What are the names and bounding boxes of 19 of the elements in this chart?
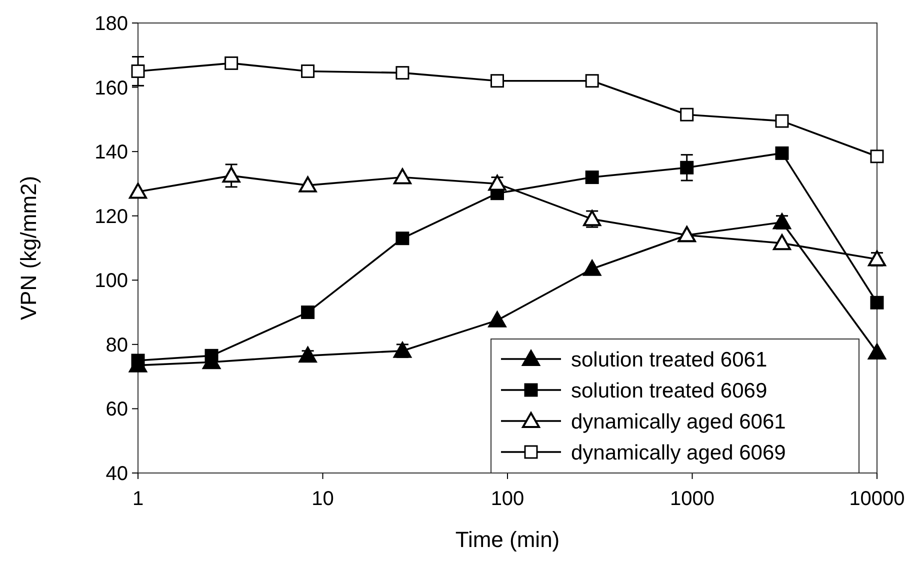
y-axis-title: VPN (kg/mm2) bbox=[16, 176, 41, 320]
y-tick-label: 180 bbox=[94, 13, 128, 35]
y-tick-label: 160 bbox=[94, 77, 128, 100]
legend-label: solution treated 6061 bbox=[571, 348, 768, 372]
x-tick-label: 10 bbox=[312, 488, 334, 510]
x-tick-label: 10000 bbox=[849, 488, 905, 510]
x-tick-label: 1 bbox=[132, 488, 144, 510]
legend-label: dynamically aged 6069 bbox=[571, 441, 786, 464]
y-tick-label: 120 bbox=[94, 206, 128, 228]
y-tick-label: 100 bbox=[94, 270, 128, 292]
x-axis-title: Time (min) bbox=[455, 527, 560, 552]
y-tick-label: 80 bbox=[106, 334, 128, 356]
y-tick-label: 40 bbox=[106, 463, 128, 485]
legend-label: solution treated 6069 bbox=[571, 379, 768, 402]
x-tick-label: 100 bbox=[490, 488, 524, 510]
y-tick-label: 60 bbox=[106, 398, 128, 421]
x-tick-label: 1000 bbox=[670, 488, 714, 510]
legend-label: dynamically aged 6061 bbox=[571, 410, 786, 434]
y-tick-label: 140 bbox=[94, 142, 128, 164]
